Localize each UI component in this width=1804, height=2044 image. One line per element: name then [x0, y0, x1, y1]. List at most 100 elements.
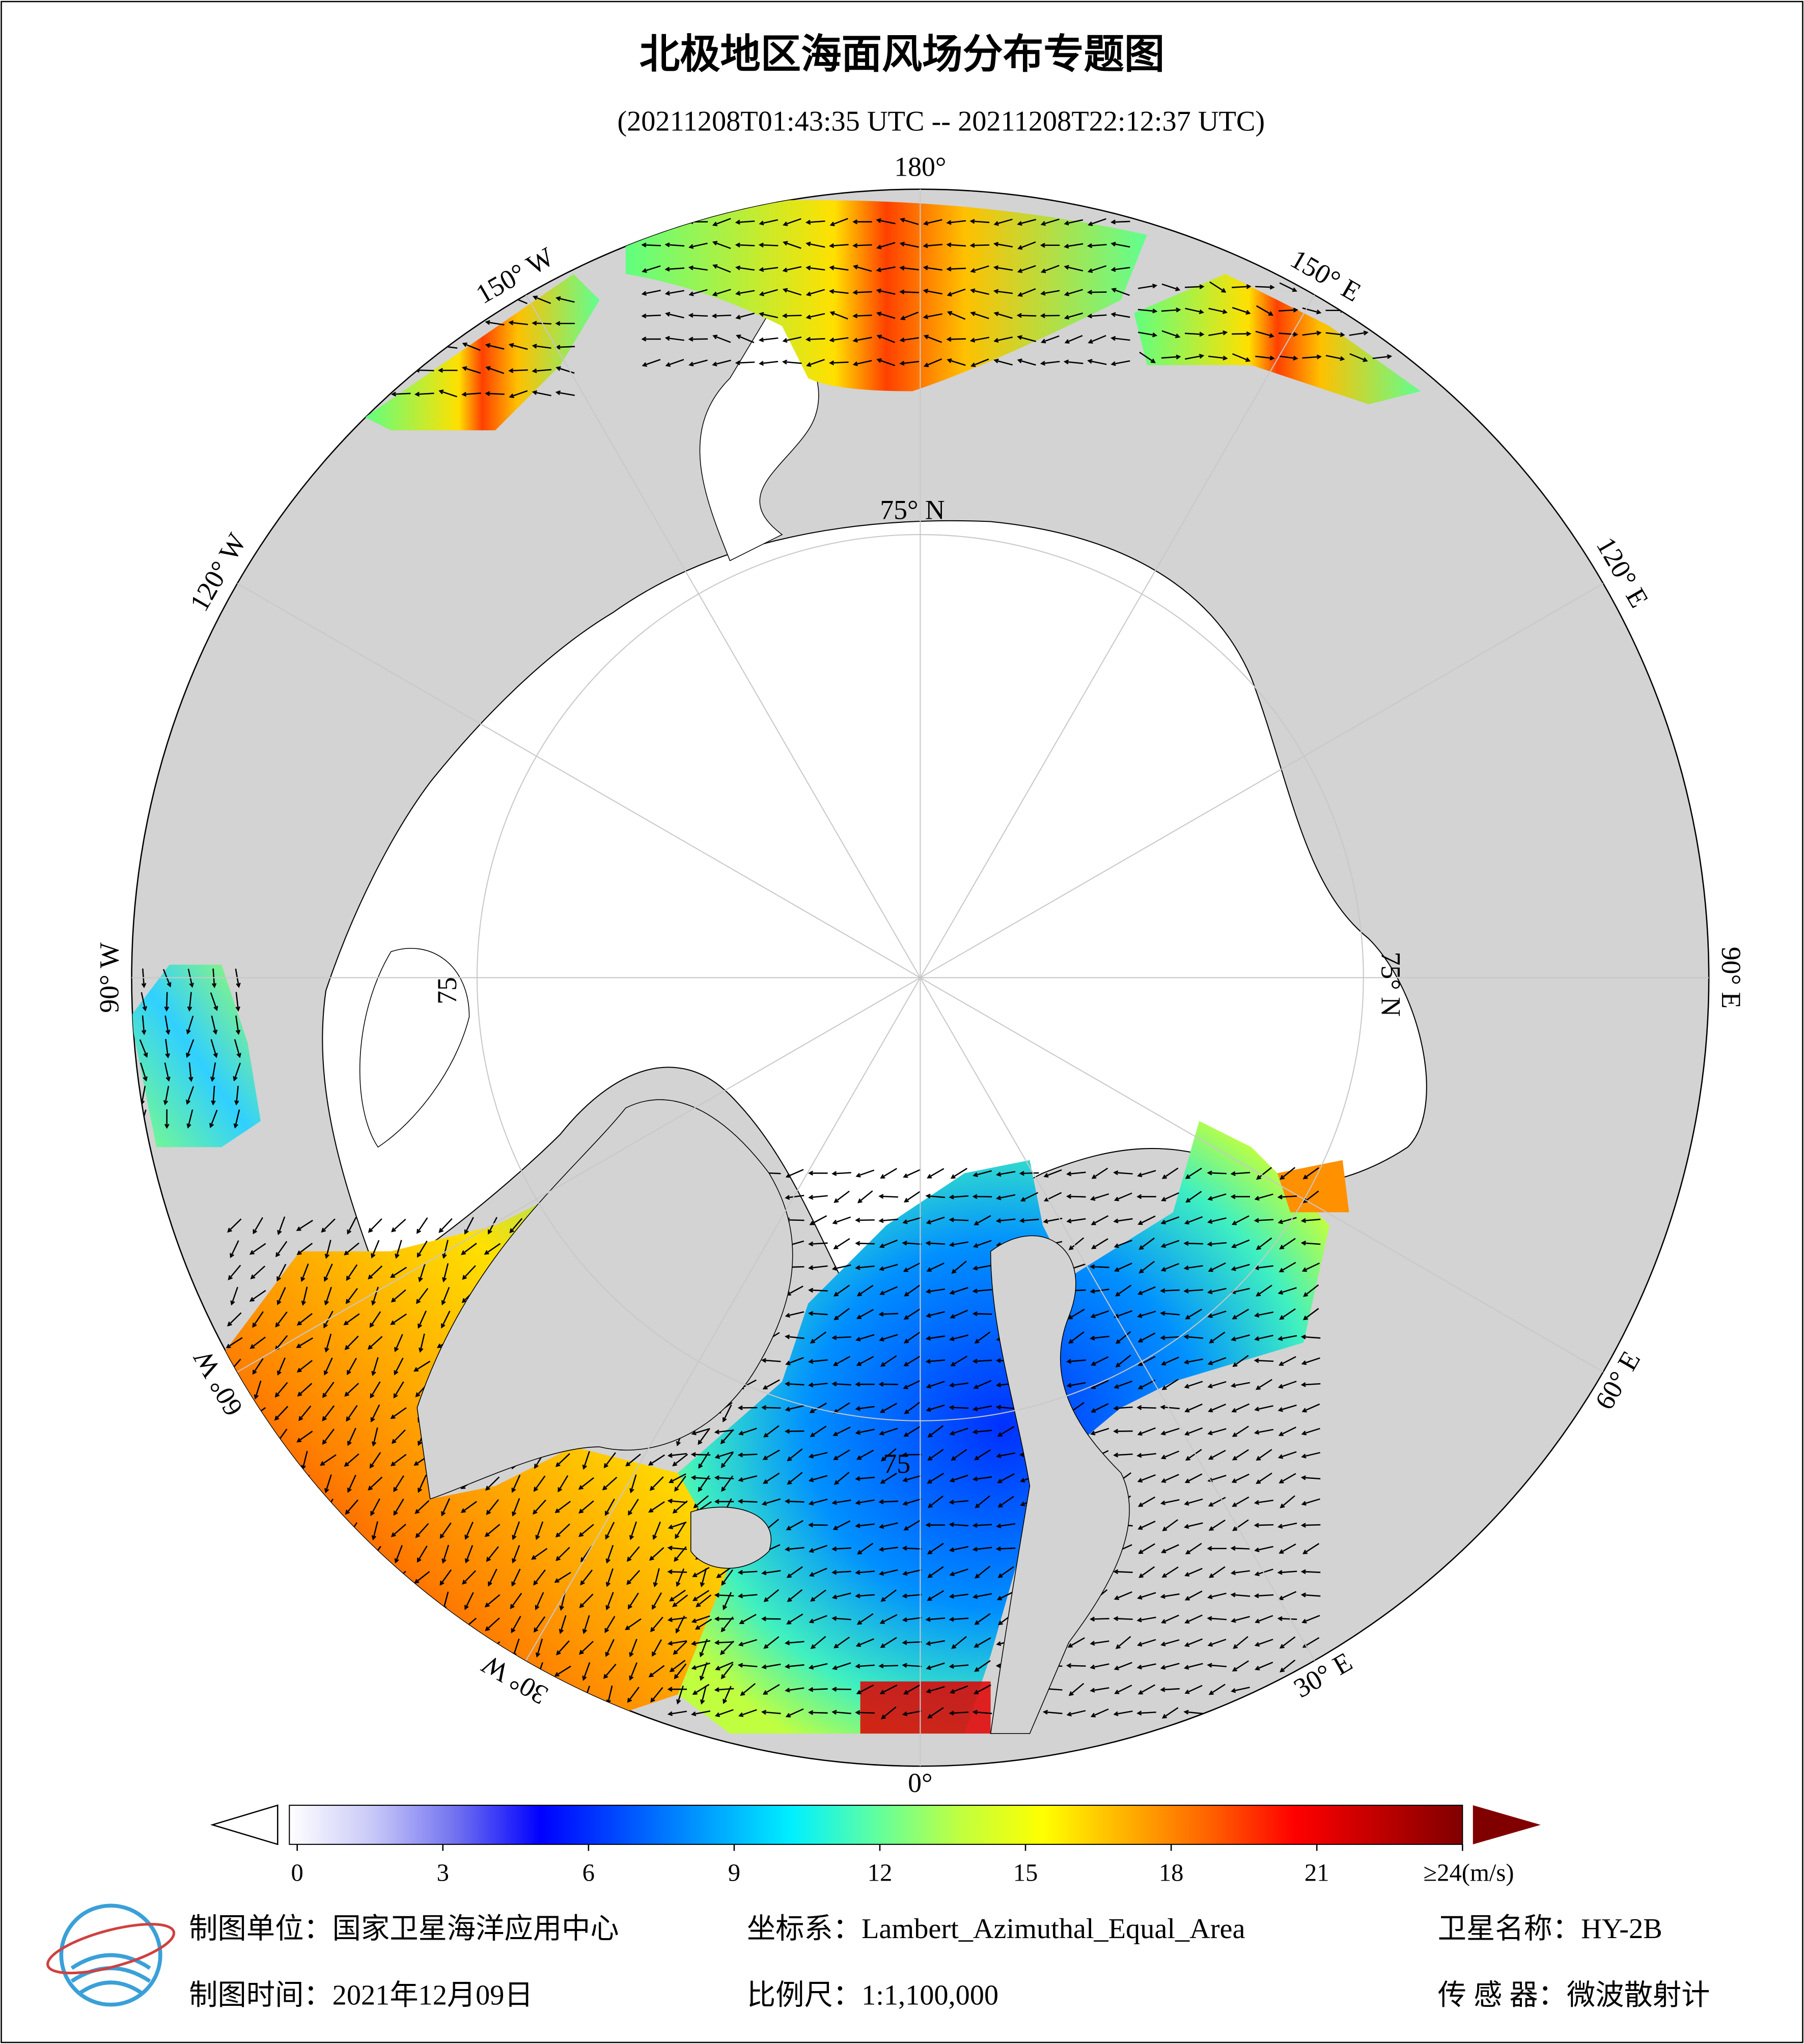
wind-arrow	[809, 1615, 827, 1623]
wind-arrow	[391, 391, 411, 397]
wind-arrow	[972, 1405, 992, 1412]
wind-arrow	[1161, 1566, 1179, 1578]
wind-arrow	[414, 1500, 430, 1514]
wind-arrow	[555, 321, 575, 326]
wind-arrow	[1113, 1218, 1133, 1223]
wind-arrow	[1184, 1638, 1203, 1647]
wind-arrow	[806, 265, 825, 271]
wind-arrow	[1161, 354, 1181, 360]
wind-arrow	[925, 1522, 945, 1528]
wind-arrow	[556, 296, 575, 303]
wind-arrow	[1087, 314, 1107, 319]
wind-arrow	[785, 1664, 804, 1669]
wind-arrow	[1017, 241, 1036, 250]
wind-arrow	[1255, 330, 1274, 338]
wind-arrow	[1064, 243, 1084, 249]
wind-arrow	[902, 1640, 922, 1645]
wind-arrow	[555, 390, 575, 396]
wind-arrow	[1279, 307, 1298, 313]
wind-arrow	[511, 1569, 521, 1587]
wind-arrow	[371, 1240, 380, 1259]
wind-arrow	[856, 1684, 874, 1694]
wind-arrow	[946, 220, 966, 225]
wind-arrow	[970, 311, 989, 319]
wind-arrow	[320, 1454, 337, 1466]
wind-arrow	[693, 1495, 709, 1508]
wind-arrow	[762, 1449, 780, 1460]
wind-arrow	[1279, 1262, 1296, 1273]
wind-arrow	[512, 1521, 520, 1541]
wind-arrow	[1088, 218, 1106, 227]
wind-arrow	[1256, 1237, 1272, 1250]
wind-arrow	[1064, 219, 1084, 226]
wind-arrow	[997, 1473, 1015, 1483]
meridian	[231, 977, 921, 1376]
wind-arrow	[1301, 1615, 1320, 1623]
wind-arrow	[692, 1566, 710, 1577]
wind-arrow	[252, 1358, 264, 1375]
wind-arrow	[855, 1217, 875, 1223]
wind-arrow	[785, 1357, 804, 1365]
wind-arrow	[735, 313, 755, 320]
wind-arrow	[856, 1309, 874, 1319]
wind-arrow	[923, 243, 942, 248]
wind-arrow	[1113, 1710, 1133, 1717]
wind-arrow	[1017, 218, 1036, 226]
wind-arrow	[1184, 1216, 1203, 1225]
colorbar-tick-label: 0	[291, 1859, 303, 1887]
wind-arrow	[602, 1476, 618, 1491]
wind-arrow	[277, 1216, 286, 1236]
wind-arrow	[946, 242, 966, 247]
wind-arrow	[1115, 1354, 1131, 1368]
wind-arrow	[322, 1405, 335, 1422]
wind-arrow	[972, 1710, 992, 1715]
wind-arrow	[417, 1240, 428, 1258]
wind-arrow	[1088, 334, 1106, 344]
wind-arrow	[418, 1263, 426, 1282]
lon-label: 90° E	[1716, 947, 1746, 1009]
wind-arrow	[735, 360, 755, 366]
wind-arrow	[831, 1499, 851, 1505]
wind-arrow	[784, 1429, 804, 1434]
wind-arrow	[973, 1684, 991, 1694]
wind-arrow	[1302, 354, 1322, 359]
wind-arrow	[878, 1218, 898, 1223]
wind-arrow	[1232, 353, 1251, 362]
wind-arrow	[1278, 1217, 1297, 1224]
wind-arrow	[855, 1523, 875, 1528]
wind-arrow	[972, 1429, 992, 1435]
wind-arrow	[227, 1218, 242, 1233]
wind-arrow	[1066, 1382, 1086, 1388]
wind-arrow	[857, 1543, 874, 1555]
wind-arrow	[722, 1404, 732, 1423]
wind-patch-hudson	[131, 964, 261, 1147]
colorbar-tick-label: 18	[1159, 1859, 1184, 1887]
wind-arrow	[1302, 1543, 1320, 1554]
wind-arrow	[808, 1710, 828, 1715]
wind-patch-atlantic	[678, 1121, 1330, 1734]
wind-arrow	[629, 1662, 637, 1681]
wind-arrow	[759, 289, 778, 296]
wind-arrow	[371, 1357, 379, 1377]
wind-arrow	[761, 1405, 781, 1410]
wind-arrow	[900, 217, 919, 226]
wind-arrow	[974, 1331, 991, 1344]
wind-arrow	[230, 1286, 238, 1306]
wind-arrow	[1278, 1381, 1297, 1389]
wind-arrow	[1184, 1567, 1203, 1577]
wind-arrow	[1232, 331, 1252, 337]
wind-arrow	[1208, 330, 1228, 337]
wind-arrow	[277, 1357, 286, 1376]
wind-arrow	[1091, 1238, 1108, 1249]
wind-arrow	[669, 1660, 686, 1672]
wind-arrow	[1066, 1171, 1086, 1177]
wind-arrow	[1068, 1237, 1085, 1250]
wind-arrow	[370, 1404, 380, 1422]
wind-arrow	[511, 1615, 521, 1634]
wind-arrow	[993, 289, 1013, 294]
meridian	[522, 977, 921, 1667]
wind-arrow	[582, 1662, 591, 1681]
wind-arrow	[881, 1448, 897, 1462]
wind-arrow	[1300, 1569, 1321, 1574]
wind-arrow	[665, 359, 684, 367]
